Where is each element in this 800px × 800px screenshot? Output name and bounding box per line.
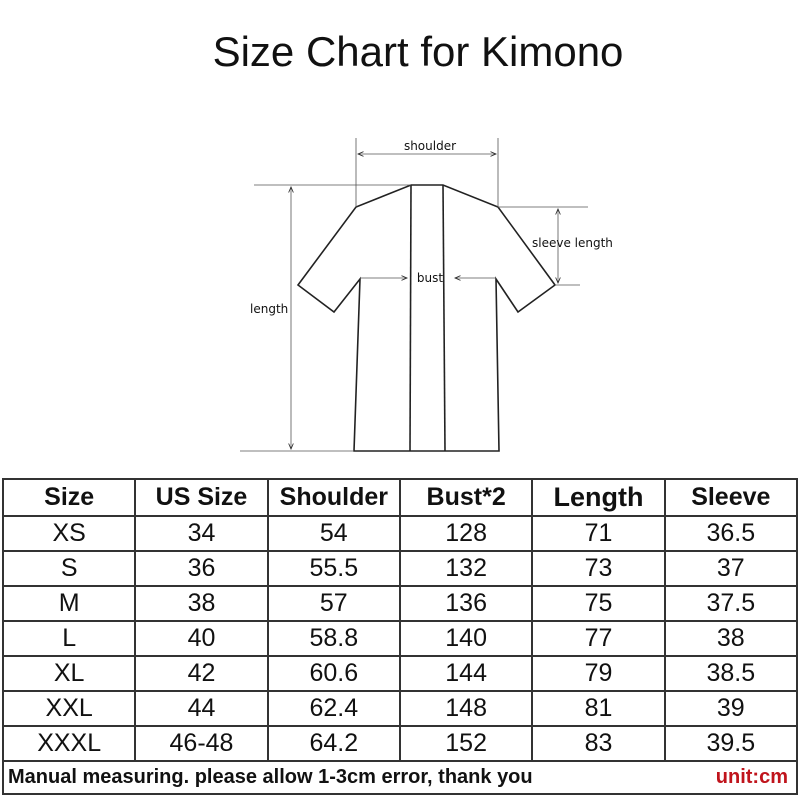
table-cell: 37 bbox=[663, 550, 799, 587]
table-cell: XXXL bbox=[1, 725, 137, 762]
table-cell: 64.2 bbox=[266, 725, 401, 762]
table-row: XL 42 60.6 144 79 38.5 bbox=[1, 655, 799, 692]
shoulder-label: shoulder bbox=[404, 139, 456, 153]
table-cell: 38 bbox=[134, 585, 269, 622]
table-header-row: Size US Size Shoulder Bust*2 Length Slee… bbox=[1, 478, 799, 517]
table-cell: M bbox=[1, 585, 137, 622]
length-label: length bbox=[250, 302, 288, 316]
table-cell: S bbox=[1, 550, 137, 587]
table-cell: 36 bbox=[134, 550, 269, 587]
table-cell: XL bbox=[1, 655, 137, 692]
table-cell: 55.5 bbox=[266, 550, 401, 587]
table-cell: 37.5 bbox=[663, 585, 799, 622]
unit-label: unit:cm bbox=[715, 766, 788, 788]
table-cell: XS bbox=[1, 515, 137, 552]
table-cell: 44 bbox=[134, 690, 269, 727]
kimono-outline bbox=[296, 184, 557, 452]
header-shoulder: Shoulder bbox=[266, 478, 401, 517]
table-cell: 148 bbox=[398, 690, 534, 727]
table-cell: 39 bbox=[663, 690, 799, 727]
table-cell: 73 bbox=[531, 550, 666, 587]
table-cell: 79 bbox=[531, 655, 666, 692]
table-cell: L bbox=[1, 620, 137, 657]
table-row: XXL 44 62.4 148 81 39 bbox=[1, 690, 799, 727]
table-cell: 39.5 bbox=[663, 725, 799, 762]
table-cell: 128 bbox=[398, 515, 534, 552]
table-cell: 71 bbox=[531, 515, 666, 552]
table-cell: 75 bbox=[531, 585, 666, 622]
table-row: XS 34 54 128 71 36.5 bbox=[1, 515, 799, 552]
table-row: L 40 58.8 140 77 38 bbox=[1, 620, 799, 657]
table-footer-row: Manual measuring. please allow 1-3cm err… bbox=[2, 760, 798, 795]
table-cell: 83 bbox=[531, 725, 666, 762]
header-sleeve: Sleeve bbox=[663, 478, 799, 517]
table-cell: 38.5 bbox=[663, 655, 799, 692]
table-cell: 54 bbox=[266, 515, 401, 552]
table-cell: 40 bbox=[134, 620, 269, 657]
header-us-size: US Size bbox=[134, 478, 269, 517]
header-size: Size bbox=[1, 478, 137, 517]
measuring-note: Manual measuring. please allow 1-3cm err… bbox=[8, 766, 533, 788]
page-title: Size Chart for Kimono bbox=[212, 28, 624, 75]
table-cell: 57 bbox=[266, 585, 401, 622]
table-cell: 60.6 bbox=[266, 655, 401, 692]
table-cell: 58.8 bbox=[266, 620, 401, 657]
table-cell: 144 bbox=[398, 655, 534, 692]
header-bust: Bust*2 bbox=[398, 478, 534, 517]
table-cell: 140 bbox=[398, 620, 534, 657]
table-cell: 34 bbox=[134, 515, 269, 552]
table-cell: 46-48 bbox=[134, 725, 269, 762]
table-cell: 132 bbox=[398, 550, 534, 587]
table-row: XXXL 46-48 64.2 152 83 39.5 bbox=[1, 725, 799, 762]
bust-label: bust bbox=[417, 271, 443, 285]
table-cell: XXL bbox=[1, 690, 137, 727]
table-cell: 38 bbox=[663, 620, 799, 657]
size-table: Size US Size Shoulder Bust*2 Length Slee… bbox=[1, 478, 799, 795]
table-cell: 136 bbox=[398, 585, 534, 622]
table-cell: 36.5 bbox=[663, 515, 799, 552]
table-row: M 38 57 136 75 37.5 bbox=[1, 585, 799, 622]
kimono-diagram: shoulder sleeve length bust length bbox=[240, 138, 613, 452]
measure-lines bbox=[240, 138, 588, 452]
table-cell: 62.4 bbox=[266, 690, 401, 727]
table-row: S 36 55.5 132 73 37 bbox=[1, 550, 799, 587]
table-cell: 152 bbox=[398, 725, 534, 762]
header-length: Length bbox=[531, 478, 666, 517]
table-cell: 77 bbox=[531, 620, 666, 657]
table-cell: 81 bbox=[531, 690, 666, 727]
sleeve-length-label: sleeve length bbox=[532, 236, 613, 250]
table-cell: 42 bbox=[134, 655, 269, 692]
